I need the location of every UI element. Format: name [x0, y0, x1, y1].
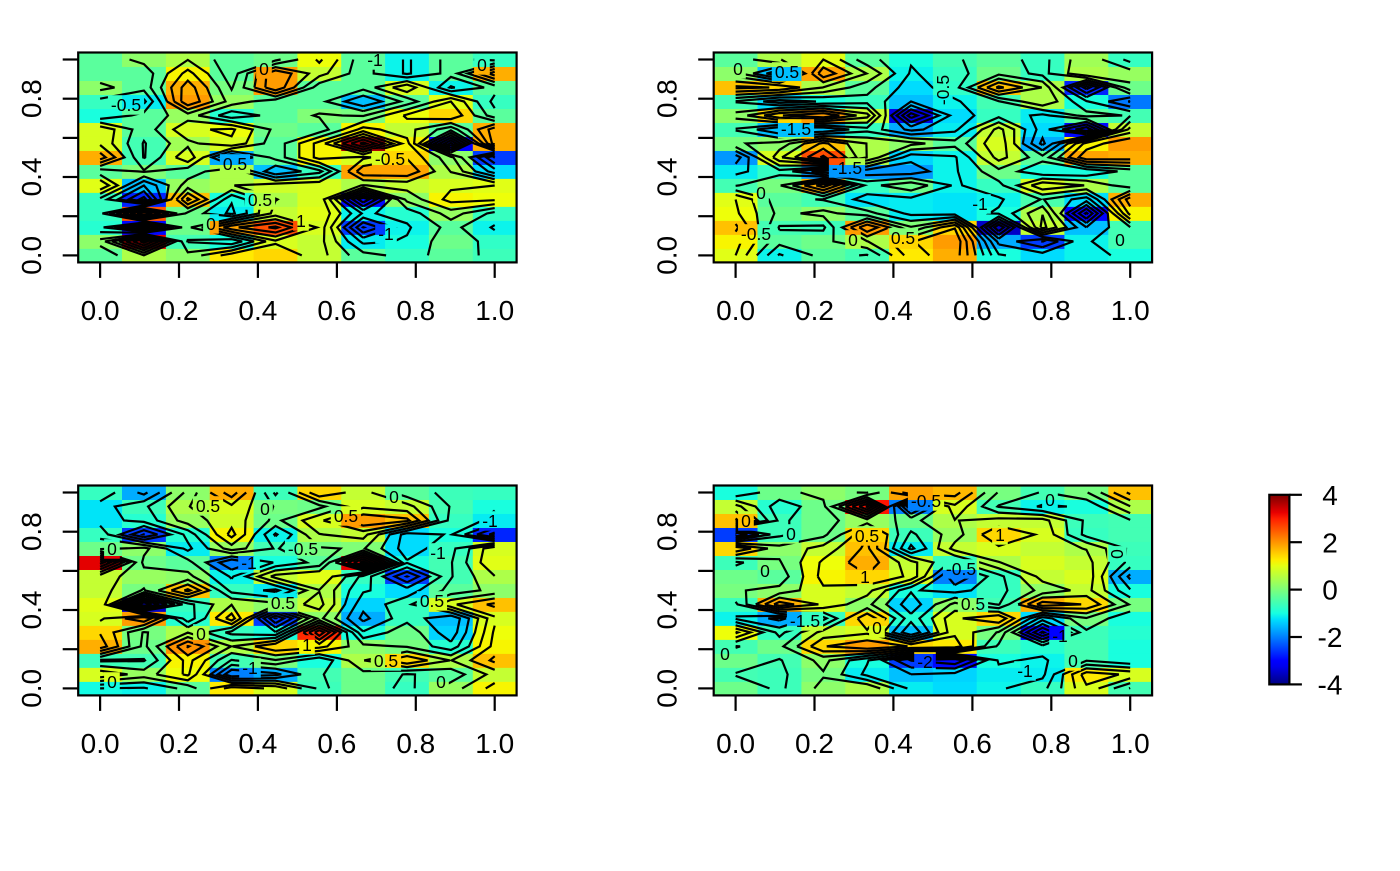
svg-text:0.5: 0.5 — [271, 593, 295, 613]
svg-text:0: 0 — [107, 539, 117, 559]
svg-text:0: 0 — [436, 672, 446, 692]
svg-text:0.0: 0.0 — [716, 728, 755, 759]
svg-text:0: 0 — [107, 672, 117, 692]
svg-text:-1: -1 — [367, 50, 383, 70]
svg-text:0: 0 — [259, 59, 269, 79]
svg-text:-0.5: -0.5 — [741, 224, 771, 244]
svg-text:0: 0 — [206, 214, 216, 234]
svg-text:0.5: 0.5 — [196, 496, 220, 516]
svg-text:0: 0 — [872, 618, 882, 638]
svg-text:0.0: 0.0 — [651, 236, 682, 275]
svg-text:-0.5: -0.5 — [911, 491, 941, 511]
svg-text:0.5: 0.5 — [775, 62, 799, 82]
svg-text:0.8: 0.8 — [396, 295, 435, 326]
svg-text:0.0: 0.0 — [81, 295, 120, 326]
svg-text:0.4: 0.4 — [874, 728, 913, 759]
svg-text:0: 0 — [1107, 549, 1127, 559]
svg-text:0.6: 0.6 — [953, 728, 992, 759]
svg-text:0.5: 0.5 — [248, 190, 272, 210]
svg-text:0: 0 — [733, 59, 743, 79]
svg-text:1.0: 1.0 — [1111, 728, 1150, 759]
svg-text:0.0: 0.0 — [16, 669, 47, 708]
svg-text:4: 4 — [1322, 480, 1338, 511]
svg-text:0.5: 0.5 — [223, 154, 247, 174]
svg-text:0.8: 0.8 — [16, 79, 47, 118]
svg-text:0.4: 0.4 — [238, 728, 277, 759]
svg-text:0.6: 0.6 — [317, 728, 356, 759]
svg-text:0: 0 — [477, 55, 487, 75]
svg-text:0.5: 0.5 — [855, 526, 879, 546]
svg-text:0.5: 0.5 — [420, 591, 444, 611]
svg-text:0.8: 0.8 — [16, 512, 47, 551]
svg-text:0.8: 0.8 — [396, 728, 435, 759]
svg-text:0.8: 0.8 — [1032, 295, 1071, 326]
svg-text:2: 2 — [1322, 527, 1338, 558]
svg-text:0.0: 0.0 — [81, 728, 120, 759]
svg-text:-1: -1 — [1017, 661, 1033, 681]
svg-text:0: 0 — [786, 524, 796, 544]
svg-text:0.6: 0.6 — [317, 295, 356, 326]
svg-text:-0.5: -0.5 — [933, 75, 953, 105]
svg-text:0.4: 0.4 — [651, 591, 682, 630]
svg-text:0.0: 0.0 — [716, 295, 755, 326]
svg-text:0.4: 0.4 — [651, 158, 682, 197]
svg-text:0: 0 — [389, 487, 399, 507]
svg-text:0.0: 0.0 — [651, 669, 682, 708]
svg-text:0: 0 — [1115, 230, 1125, 250]
svg-text:-1.5: -1.5 — [790, 611, 820, 631]
svg-text:-1: -1 — [430, 543, 446, 563]
svg-text:0: 0 — [756, 183, 766, 203]
svg-text:0: 0 — [1068, 651, 1078, 671]
svg-text:0.5: 0.5 — [334, 506, 358, 526]
svg-text:-1.5: -1.5 — [832, 158, 862, 178]
svg-text:0.8: 0.8 — [651, 79, 682, 118]
svg-text:-1.5: -1.5 — [781, 119, 811, 139]
svg-text:0.8: 0.8 — [1032, 728, 1071, 759]
svg-text:-1: -1 — [242, 658, 258, 678]
svg-text:-0.5: -0.5 — [111, 95, 141, 115]
svg-text:-1: -1 — [1052, 626, 1068, 646]
svg-text:1: 1 — [302, 635, 312, 655]
svg-text:-0.5: -0.5 — [946, 559, 976, 579]
svg-text:0: 0 — [760, 561, 770, 581]
svg-text:0.4: 0.4 — [16, 158, 47, 197]
svg-text:0.2: 0.2 — [795, 295, 834, 326]
svg-text:0: 0 — [196, 624, 206, 644]
svg-text:0.6: 0.6 — [953, 295, 992, 326]
svg-text:0: 0 — [848, 230, 858, 250]
svg-text:0: 0 — [1045, 490, 1055, 510]
svg-text:1.0: 1.0 — [475, 295, 514, 326]
svg-text:1.0: 1.0 — [475, 728, 514, 759]
svg-text:0.5: 0.5 — [961, 594, 985, 614]
svg-text:0: 0 — [741, 511, 751, 531]
svg-text:-1: -1 — [378, 224, 394, 244]
svg-text:0.2: 0.2 — [160, 295, 199, 326]
svg-text:-4: -4 — [1318, 670, 1343, 701]
svg-text:1: 1 — [995, 525, 1005, 545]
svg-text:0.4: 0.4 — [874, 295, 913, 326]
svg-text:-1: -1 — [482, 511, 498, 531]
svg-text:0.5: 0.5 — [891, 228, 915, 248]
svg-text:0.4: 0.4 — [16, 591, 47, 630]
svg-text:-2: -2 — [917, 652, 933, 672]
svg-text:-0.5: -0.5 — [288, 539, 318, 559]
svg-text:0.8: 0.8 — [651, 512, 682, 551]
svg-text:-2: -2 — [1318, 622, 1343, 653]
svg-text:0: 0 — [260, 499, 270, 519]
svg-text:0: 0 — [720, 644, 730, 664]
svg-text:-1: -1 — [241, 553, 257, 573]
svg-text:1.0: 1.0 — [1111, 295, 1150, 326]
svg-text:-0.5: -0.5 — [375, 149, 405, 169]
svg-text:0.2: 0.2 — [795, 728, 834, 759]
svg-text:0.4: 0.4 — [238, 295, 277, 326]
svg-text:0: 0 — [1322, 575, 1338, 606]
svg-text:0.0: 0.0 — [16, 236, 47, 275]
svg-text:0.5: 0.5 — [374, 651, 398, 671]
svg-text:1: 1 — [860, 567, 870, 587]
svg-text:-1: -1 — [972, 194, 988, 214]
svg-text:0.2: 0.2 — [160, 728, 199, 759]
svg-text:1: 1 — [296, 211, 306, 231]
